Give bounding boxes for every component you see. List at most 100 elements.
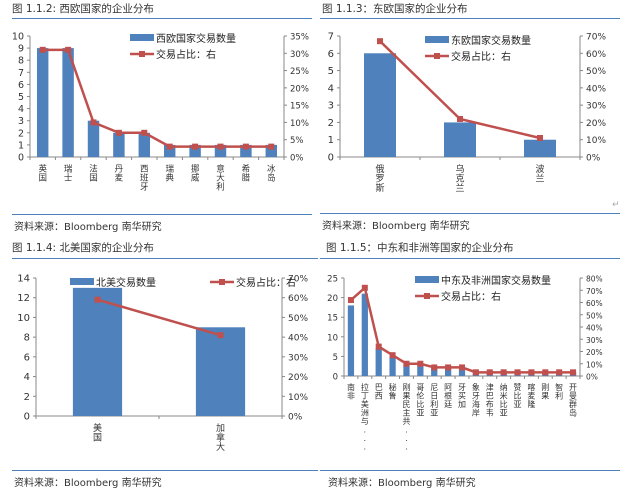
y-tick-label: 4 (328, 83, 334, 94)
line-point (375, 343, 382, 350)
category-label: 挪威 (191, 164, 200, 184)
y2-tick-label: 0% (586, 154, 601, 164)
y2-tick-label: 10% (290, 119, 309, 129)
line-point (528, 369, 535, 376)
y2-tick-label: 50% (586, 311, 603, 320)
line-point (486, 369, 493, 376)
bar (113, 132, 125, 157)
figure-caption-middle-east-africa: 图 1.1.5：中东和非洲等国家的企业分布 (326, 242, 514, 254)
bar (389, 356, 396, 376)
source-divider (320, 213, 620, 214)
line-point (431, 364, 438, 371)
line-point (389, 352, 396, 359)
line-point (217, 143, 224, 150)
line-point (457, 115, 463, 122)
category-label: 希腊 (242, 164, 251, 184)
category-label: 英国 (38, 164, 47, 184)
y-tick-label: 8 (18, 56, 24, 67)
chart-eastern-europe: 012345670%10%20%30%40%50%60%70%俄罗斯乌克兰波兰东… (328, 32, 607, 195)
y-tick-label: 14 (17, 274, 30, 285)
category-label: 俄罗斯 (375, 163, 384, 194)
y-tick-label: 9 (18, 44, 24, 55)
y2-tick-label: 35% (290, 33, 309, 43)
y2-tick-label: 60% (586, 50, 606, 60)
legend-bar-label: 东欧国家交易数量 (451, 34, 531, 47)
y2-tick-label: 25% (290, 67, 309, 77)
line-point (192, 143, 199, 150)
category-label: 喀麦隆 (527, 382, 535, 409)
category-label: 纳米比亚 (500, 382, 508, 418)
figure-caption-western-europe: 图 1.1.2: 西欧国家的企业分布 (12, 3, 154, 15)
y-tick-label: 10 (327, 333, 338, 343)
category-label: 尼日利亚 (430, 383, 438, 418)
figure-caption-eastern-europe: 图 1.1.3：东欧国家的企业分布 (322, 3, 468, 15)
bar (444, 368, 452, 376)
category-label: 象牙海岸 (472, 382, 480, 418)
caption-divider (12, 18, 312, 19)
y-tick-label: 0 (333, 373, 338, 383)
category-label: 拉丁美洲与... (361, 382, 369, 452)
legend-line-marker (434, 53, 440, 59)
y2-tick-label: 0% (288, 413, 303, 423)
line-point (90, 119, 97, 126)
line-point (570, 369, 577, 376)
y2-tick-label: 30% (586, 336, 603, 345)
legend-line-marker (424, 293, 430, 299)
category-label: 津巴布韦 (486, 382, 494, 418)
legend-bar-label: 西欧国家交易数量 (156, 32, 236, 45)
y2-tick-label: 10% (288, 393, 308, 403)
chart-middle-east-africa: 0 5 10 15 20 25 0% 10% 20% 30% 40% 50% 60% 70% 80% 南非拉丁… (327, 274, 603, 452)
y2-tick-label: 40% (586, 324, 603, 333)
category-label: 美国 (93, 422, 102, 444)
bar (444, 122, 476, 157)
line-point (242, 143, 249, 150)
bar (417, 364, 424, 376)
line-point (217, 332, 224, 339)
y-tick-label: 0 (24, 412, 30, 423)
y-tick-label: 5 (328, 66, 334, 77)
bar (375, 348, 382, 376)
y2-tick-label: 0% (586, 373, 598, 382)
bar (265, 144, 278, 157)
source-divider (320, 470, 620, 471)
y-tick-label: 3 (328, 101, 334, 112)
category-label: 开曼群岛 (569, 383, 577, 418)
line-point (514, 369, 521, 376)
y-tick-label: 5 (333, 353, 338, 363)
y-tick-label: 7 (328, 32, 334, 43)
category-label: 波兰 (535, 163, 544, 185)
y-tick-label: 3 (18, 116, 24, 127)
category-label: 瑞典 (165, 164, 174, 184)
line-point (377, 38, 383, 45)
line-point (445, 364, 452, 371)
bar (240, 144, 252, 157)
y2-tick-label: 30% (586, 102, 606, 112)
legend-line-label: 交易占比：右 (236, 276, 296, 289)
y-tick-label: 25 (327, 275, 338, 285)
source-divider (12, 214, 312, 215)
line-point (94, 296, 101, 303)
y2-tick-label: 70% (586, 33, 606, 43)
legend-line-label: 交易占比：右 (156, 48, 216, 61)
legend-line-marker (219, 279, 225, 285)
y2-tick-label: 0% (290, 154, 304, 164)
y-tick-label: 4 (24, 372, 30, 383)
category-label: 意大利 (216, 164, 225, 193)
legend-bar-swatch (415, 276, 439, 283)
bar (36, 48, 49, 157)
y-tick-label: 7 (18, 68, 24, 79)
source-divider (12, 470, 318, 471)
y2-tick-label: 60% (586, 299, 603, 308)
source-note: 资料来源：Bloomberg 南华研究 (328, 478, 476, 489)
y2-tick-label: 20% (586, 119, 606, 129)
y-tick-label: 6 (24, 352, 30, 363)
category-label: 哥伦比亚 (416, 383, 424, 418)
y2-tick-label: 10% (586, 360, 603, 369)
y-tick-label: 4 (18, 104, 24, 115)
legend-bar-label: 中东及非洲国家交易数量 (441, 274, 551, 287)
y-tick-label: 1 (328, 135, 334, 146)
y2-tick-label: 10% (586, 136, 606, 146)
figure-caption-north-america: 图 1.1.4: 北美国家的企业分布 (12, 242, 154, 254)
y2-tick-label: 60% (288, 294, 308, 304)
y-tick-label: 5 (18, 92, 24, 103)
